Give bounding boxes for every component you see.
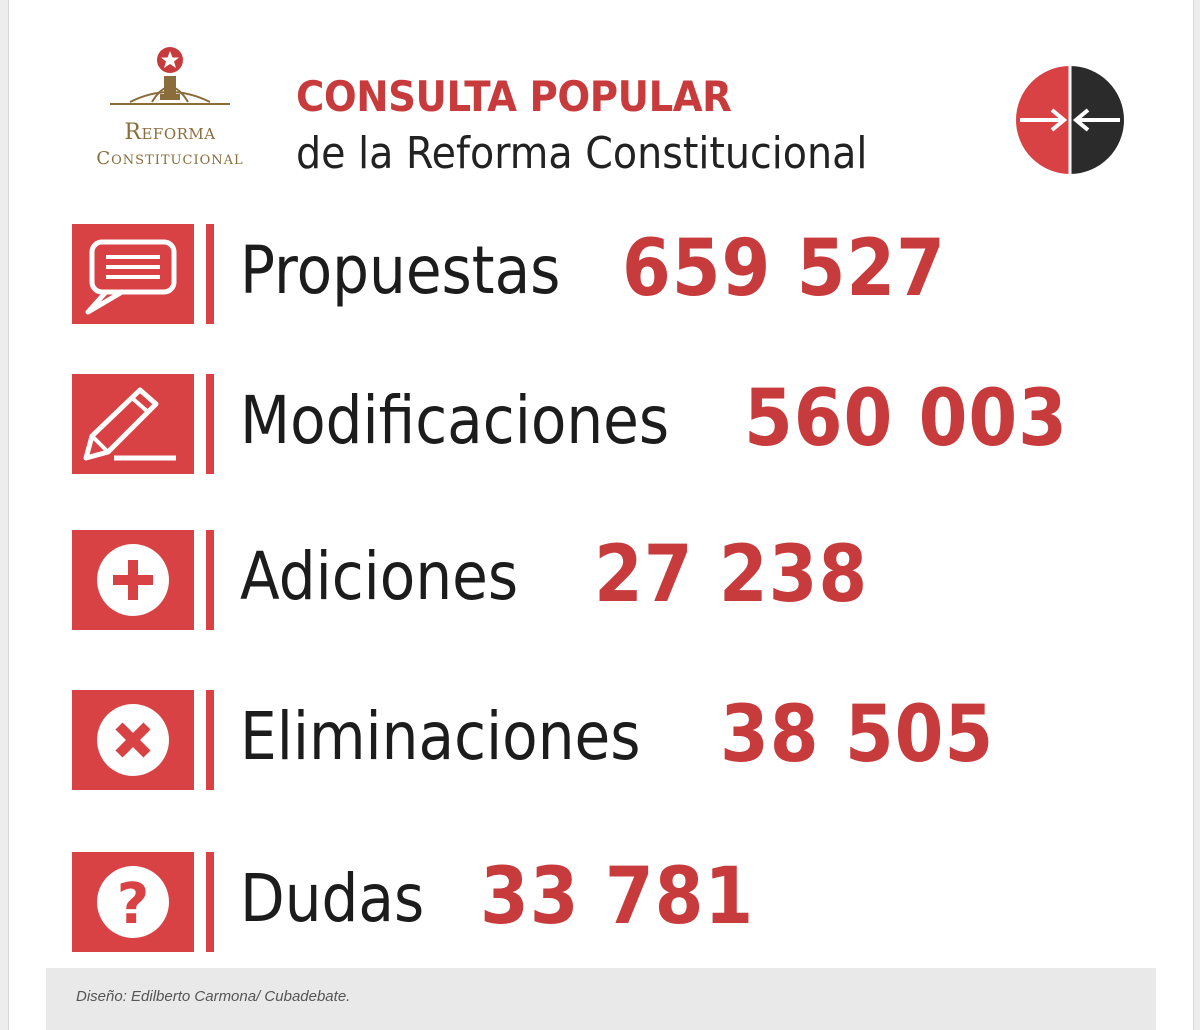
speech-bubble-icon xyxy=(72,224,194,324)
stat-row-eliminaciones: Eliminaciones 38 505 xyxy=(72,690,1172,790)
capitol-emblem-icon xyxy=(110,47,230,105)
pencil-icon xyxy=(72,374,194,474)
stat-row-dudas: ? Dudas 33 781 xyxy=(72,852,1172,952)
caption-box: Diseño: Edilberto Carmona/ Cubadebate. xyxy=(46,968,1156,1030)
reforma-constitucional-logo: Reforma Constitucional xyxy=(60,42,280,182)
image-caption: Diseño: Edilberto Carmona/ Cubadebate. xyxy=(76,988,351,1005)
stat-label: Adiciones xyxy=(240,538,519,615)
question-circle-icon: ? xyxy=(72,852,194,952)
stat-label: Dudas xyxy=(240,860,425,937)
stat-label: Eliminaciones xyxy=(240,698,641,775)
stat-row-modificaciones: Modificaciones 560 003 xyxy=(72,374,1172,474)
stat-value: 560 003 xyxy=(744,374,1068,464)
page-title: CONSULTA POPULAR xyxy=(296,72,732,121)
consulta-arrows-logo-icon xyxy=(1016,66,1124,174)
row-divider xyxy=(206,374,214,474)
stat-row-propuestas: Propuestas 659 527 xyxy=(72,224,1172,324)
plus-circle-icon xyxy=(72,530,194,630)
row-divider xyxy=(206,530,214,630)
logo-text-constitucional: Constitucional xyxy=(96,148,244,169)
stat-label: Modificaciones xyxy=(240,382,670,459)
stat-label: Propuestas xyxy=(240,232,561,309)
row-divider xyxy=(206,690,214,790)
stat-value: 38 505 xyxy=(720,690,995,780)
infographic-card xyxy=(8,0,1194,1030)
page-subtitle: de la Reforma Constitucional xyxy=(296,128,868,179)
stat-value: 33 781 xyxy=(480,852,755,942)
row-divider xyxy=(206,224,214,324)
row-divider xyxy=(206,852,214,952)
logo-text-reforma: Reforma xyxy=(124,120,216,145)
stat-value: 27 238 xyxy=(594,530,869,620)
stat-row-adiciones: Adiciones 27 238 xyxy=(72,530,1172,630)
x-circle-icon xyxy=(72,690,194,790)
svg-text:?: ? xyxy=(117,872,149,937)
stat-value: 659 527 xyxy=(622,224,946,314)
